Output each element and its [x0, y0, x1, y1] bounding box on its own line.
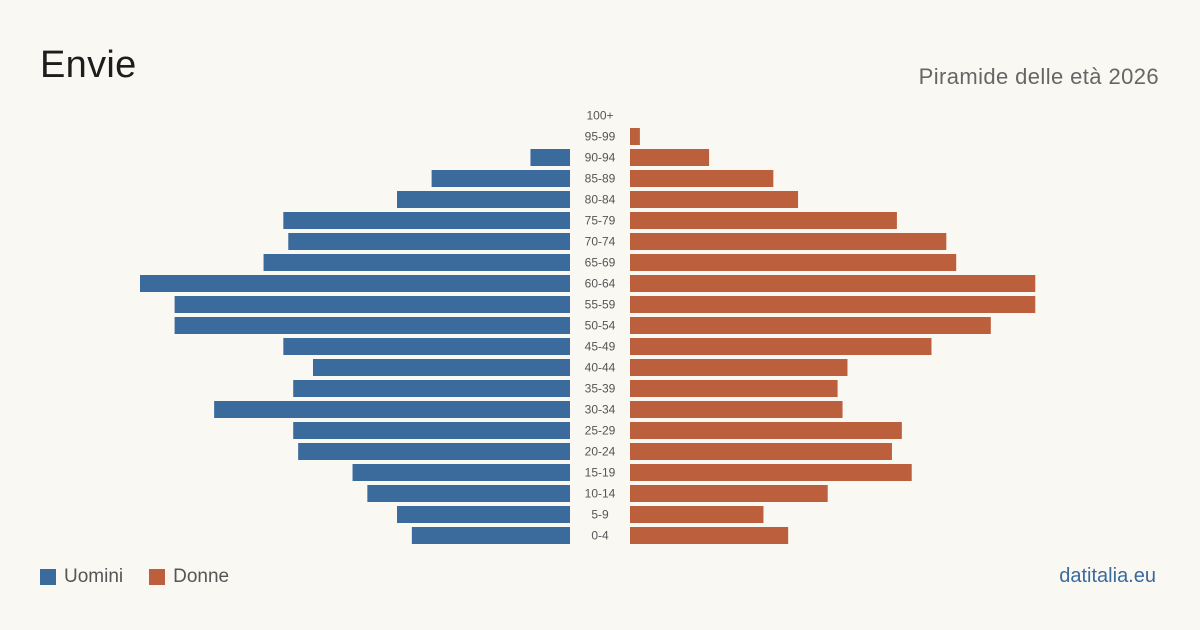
- source-link[interactable]: datitalia.eu: [1059, 565, 1156, 587]
- bar-women-25-29: [630, 422, 902, 439]
- age-label-55-59: 55-59: [585, 298, 616, 312]
- bar-women-90-94: [630, 149, 710, 166]
- legend-swatch-men: [40, 569, 56, 585]
- age-label-25-29: 25-29: [585, 424, 616, 438]
- age-label-30-34: 30-34: [585, 403, 616, 417]
- age-label-45-49: 45-49: [585, 340, 616, 354]
- age-label-50-54: 50-54: [585, 319, 616, 333]
- bar-men-35-39: [293, 380, 570, 397]
- bar-women-45-49: [630, 338, 932, 355]
- age-label-90-94: 90-94: [585, 151, 616, 165]
- bar-men-75-79: [283, 212, 570, 229]
- bar-women-20-24: [630, 443, 892, 460]
- chart-subtitle: Piramide delle età 2026: [918, 64, 1159, 89]
- bar-men-90-94: [530, 149, 570, 166]
- age-label-60-64: 60-64: [585, 277, 616, 291]
- age-label-0-4: 0-4: [591, 529, 609, 543]
- bar-men-15-19: [352, 464, 570, 481]
- bar-women-60-64: [630, 275, 1036, 292]
- bar-men-5-9: [397, 506, 570, 523]
- bar-women-30-34: [630, 401, 843, 418]
- age-label-5-9: 5-9: [591, 508, 609, 522]
- age-label-10-14: 10-14: [585, 487, 616, 501]
- legend-swatch-women: [149, 569, 166, 585]
- bar-men-20-24: [298, 443, 570, 460]
- bar-men-55-59: [174, 296, 570, 313]
- bar-women-15-19: [630, 464, 912, 481]
- bar-men-85-89: [431, 170, 570, 187]
- age-label-20-24: 20-24: [585, 445, 616, 459]
- age-label-65-69: 65-69: [585, 256, 616, 270]
- bar-men-25-29: [293, 422, 570, 439]
- bar-women-75-79: [630, 212, 897, 229]
- bar-women-50-54: [630, 317, 991, 334]
- bar-men-50-54: [174, 317, 570, 334]
- age-label-35-39: 35-39: [585, 382, 616, 396]
- bar-women-10-14: [630, 485, 828, 502]
- bar-women-55-59: [630, 296, 1036, 313]
- bar-women-35-39: [630, 380, 838, 397]
- bar-men-45-49: [283, 338, 570, 355]
- bar-women-0-4: [630, 527, 789, 544]
- bar-men-30-34: [214, 401, 570, 418]
- bar-women-85-89: [630, 170, 774, 187]
- bar-women-5-9: [630, 506, 764, 523]
- bar-men-70-74: [288, 233, 570, 250]
- bar-women-70-74: [630, 233, 947, 250]
- bar-men-80-84: [397, 191, 570, 208]
- bar-men-40-44: [312, 359, 570, 376]
- legend-label-men: Uomini: [64, 566, 124, 587]
- bar-men-10-14: [367, 485, 570, 502]
- legend: Uomini Donne: [40, 566, 255, 588]
- bar-women-65-69: [630, 254, 957, 271]
- bar-women-95-99: [630, 128, 640, 145]
- age-label-40-44: 40-44: [585, 361, 616, 375]
- bar-men-0-4: [411, 527, 570, 544]
- legend-item-women: Donne: [149, 566, 229, 588]
- legend-item-men: Uomini: [40, 566, 123, 588]
- age-label-80-84: 80-84: [585, 193, 616, 207]
- bar-men-65-69: [263, 254, 570, 271]
- age-label-15-19: 15-19: [585, 466, 616, 480]
- age-label-100+: 100+: [586, 109, 613, 123]
- page-title: Envie: [40, 44, 137, 86]
- age-label-70-74: 70-74: [585, 235, 616, 249]
- age-label-75-79: 75-79: [585, 214, 616, 228]
- legend-label-women: Donne: [173, 566, 230, 587]
- bar-women-40-44: [630, 359, 848, 376]
- age-label-95-99: 95-99: [585, 130, 616, 144]
- bar-men-60-64: [140, 275, 570, 292]
- bar-women-80-84: [630, 191, 799, 208]
- age-label-85-89: 85-89: [585, 172, 616, 186]
